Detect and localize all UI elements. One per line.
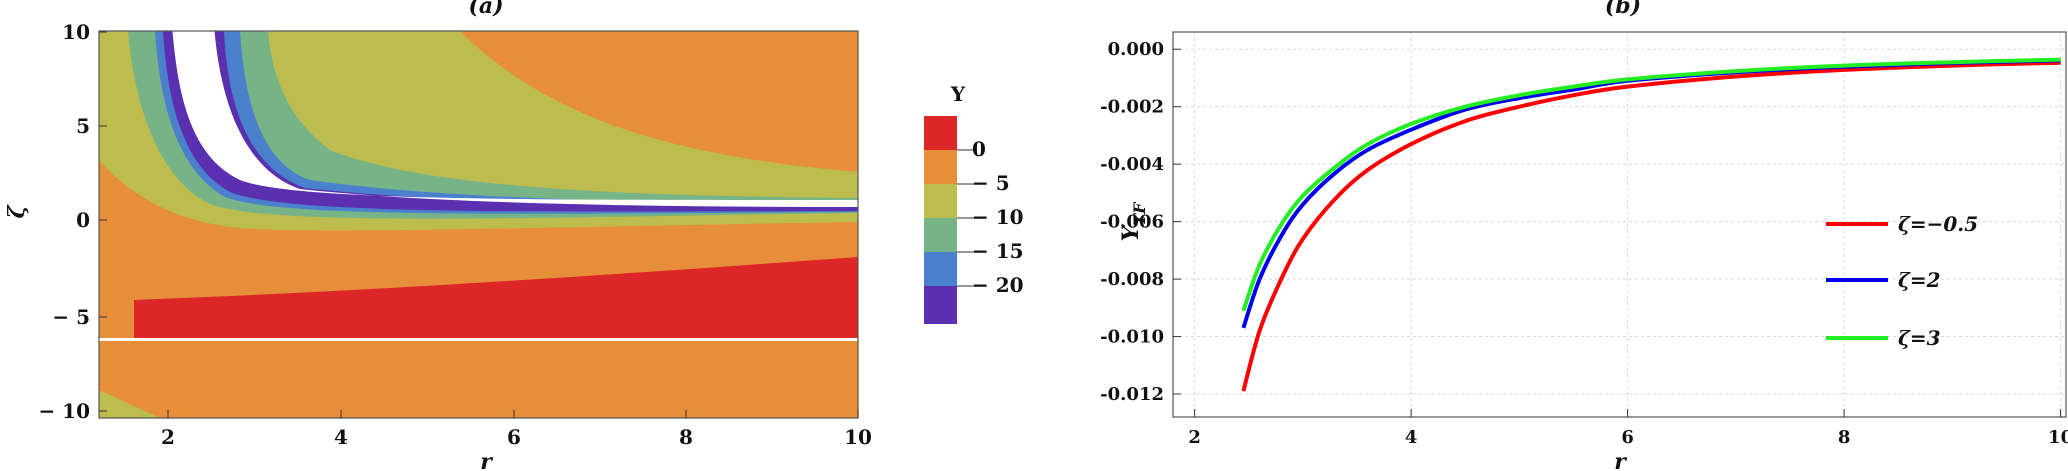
y-tick-label-b-4: -0.008 (1100, 269, 1164, 290)
y-tick-label-b-5: -0.010 (1100, 327, 1164, 348)
panel-b-frame (1172, 31, 2067, 418)
colorbar-swatch-olive (924, 184, 957, 218)
panel-a-title: (a) (468, 0, 503, 19)
y-tick-label-b-1: -0.002 (1100, 97, 1164, 118)
y-tick-label-b-3: -0.006 (1100, 212, 1164, 233)
panel-a-x-axis: 2 4 6 8 10 r (161, 410, 872, 471)
legend-label-zeta-2: ζ=2 (1898, 268, 1941, 292)
legend-label-zeta-3: ζ=3 (1898, 326, 1941, 350)
contour-white-line (99, 338, 858, 341)
colorbar-swatch-blue (924, 252, 957, 286)
y-tick-label-b-0: 0.000 (1108, 39, 1164, 60)
contour-region-blue (155, 31, 858, 214)
y-tick-label-a-m10: − 10 (38, 399, 90, 423)
y-tick-label-a-m5: − 5 (52, 305, 90, 329)
y-tick-label-a-5: 5 (76, 114, 90, 138)
panel-a-xlabel: r (480, 449, 493, 471)
y-tick-label-b-2: -0.004 (1100, 154, 1164, 175)
colorbar-label-m15: − 15 (972, 239, 1024, 263)
colorbar-swatch-purple (924, 286, 957, 324)
x-tick-label-a-10: 10 (844, 425, 872, 449)
panel-a: (a) 2 4 (4, 0, 1024, 471)
contour-region-green (128, 31, 858, 219)
y-tick-label-a-10: 10 (62, 20, 90, 44)
colorbar-title: Υ (950, 82, 966, 106)
x-tick-label-a-6: 6 (507, 425, 521, 449)
series-line-0 (1241, 60, 2061, 392)
y-tick-label-a-0: 0 (76, 208, 90, 232)
colorbar-label-0: 0 (972, 137, 986, 161)
colorbar-swatch-green (924, 218, 957, 252)
contour-region-red (134, 257, 858, 340)
panel-b: (b) 2 4 6 8 10 0.000 -0.002 -0.004 -0.006 -0.008 -… (1100, 0, 2068, 471)
panel-b-ylabel: ΥTF (1118, 201, 1149, 242)
colorbar-label-m20: − 20 (972, 273, 1024, 297)
panel-a-frame (98, 30, 859, 419)
panel-b-lines (1241, 57, 2061, 392)
panel-b-ticks: 2 4 6 8 10 0.000 -0.002 -0.004 -0.006 -0.008 -0.01… (1100, 39, 2068, 448)
legend-label-zeta-m0.5: ζ=−0.5 (1898, 212, 1978, 236)
panel-b-ylabel-main: Υ (1118, 223, 1144, 241)
x-tick-label-b-4: 10 (2048, 427, 2068, 448)
colorbar-swatch-orange (924, 150, 957, 184)
x-tick-label-b-3: 8 (1838, 427, 1851, 448)
colorbar-swatch-red (924, 116, 957, 150)
x-tick-label-b-0: 2 (1188, 427, 1201, 448)
panel-b-xlabel: r (1614, 449, 1627, 471)
x-tick-label-a-2: 2 (161, 425, 175, 449)
contour-region-olive-corner (99, 390, 160, 418)
x-tick-label-b-2: 6 (1621, 427, 1634, 448)
panel-b-ylabel-sub: TF (1130, 201, 1149, 226)
contour-plot-a (99, 31, 858, 418)
x-tick-label-a-4: 4 (334, 425, 348, 449)
panel-a-ylabel: ζ (4, 205, 30, 219)
y-tick-label-b-6: -0.012 (1100, 384, 1164, 405)
x-tick-label-a-8: 8 (679, 425, 693, 449)
panel-a-y-axis: 10 5 0 − 5 − 10 ζ (4, 20, 107, 423)
panel-b-legend: ζ=−0.5 ζ=2 ζ=3 (1826, 212, 1978, 350)
colorbar-legend: Υ 0 − 5 − 10 − 15 − 20 (924, 82, 1024, 324)
panel-b-title: (b) (1605, 0, 1641, 19)
series-line-2 (1241, 57, 2061, 312)
colorbar-label-m5: − 5 (972, 171, 1010, 195)
colorbar-label-m10: − 10 (972, 205, 1024, 229)
x-tick-label-b-1: 4 (1405, 427, 1418, 448)
